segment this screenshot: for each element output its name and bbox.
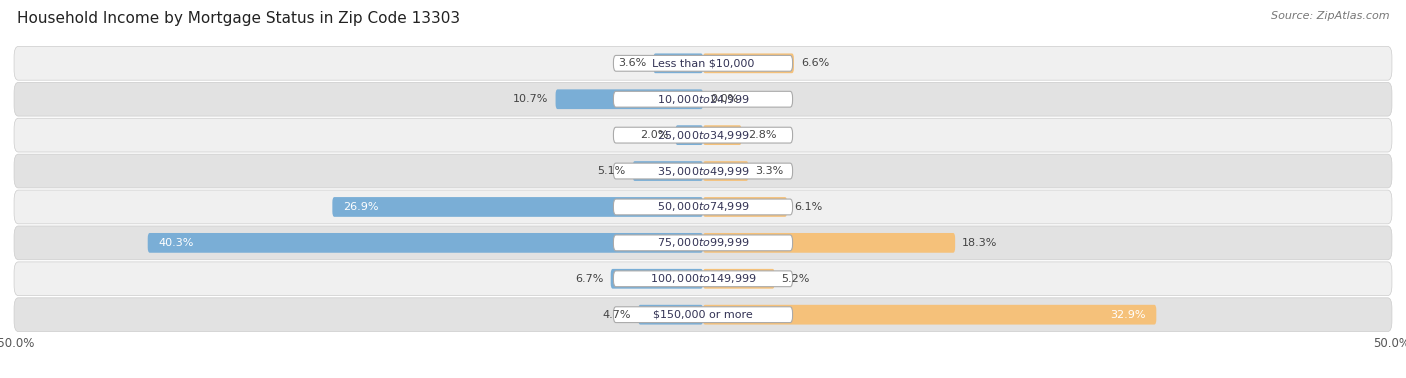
FancyBboxPatch shape [14,298,1392,332]
Text: 18.3%: 18.3% [962,238,997,248]
FancyBboxPatch shape [613,56,793,71]
Text: Household Income by Mortgage Status in Zip Code 13303: Household Income by Mortgage Status in Z… [17,11,460,26]
Text: 6.6%: 6.6% [801,58,830,68]
FancyBboxPatch shape [675,125,703,145]
FancyBboxPatch shape [555,89,703,109]
FancyBboxPatch shape [703,233,955,253]
FancyBboxPatch shape [638,305,703,325]
FancyBboxPatch shape [613,199,793,215]
FancyBboxPatch shape [613,307,793,322]
FancyBboxPatch shape [14,154,1392,188]
Text: $150,000 or more: $150,000 or more [654,310,752,320]
Text: Less than $10,000: Less than $10,000 [652,58,754,68]
FancyBboxPatch shape [14,82,1392,116]
FancyBboxPatch shape [654,53,703,73]
Text: 3.3%: 3.3% [755,166,783,176]
FancyBboxPatch shape [613,271,793,287]
FancyBboxPatch shape [610,269,703,289]
FancyBboxPatch shape [633,161,703,181]
FancyBboxPatch shape [703,269,775,289]
FancyBboxPatch shape [703,125,741,145]
FancyBboxPatch shape [613,163,793,179]
Text: $35,000 to $49,999: $35,000 to $49,999 [657,164,749,178]
Text: Source: ZipAtlas.com: Source: ZipAtlas.com [1271,11,1389,21]
Text: 32.9%: 32.9% [1109,310,1146,320]
Text: $100,000 to $149,999: $100,000 to $149,999 [650,272,756,285]
Text: 4.7%: 4.7% [603,310,631,320]
Text: 2.8%: 2.8% [748,130,778,140]
Text: 5.1%: 5.1% [598,166,626,176]
Text: $50,000 to $74,999: $50,000 to $74,999 [657,200,749,214]
FancyBboxPatch shape [703,305,1156,325]
FancyBboxPatch shape [703,161,748,181]
FancyBboxPatch shape [14,226,1392,260]
FancyBboxPatch shape [14,190,1392,224]
FancyBboxPatch shape [148,233,703,253]
Text: 6.1%: 6.1% [794,202,823,212]
Text: 3.6%: 3.6% [619,58,647,68]
Text: 26.9%: 26.9% [343,202,378,212]
FancyBboxPatch shape [332,197,703,217]
Text: $10,000 to $24,999: $10,000 to $24,999 [657,93,749,106]
FancyBboxPatch shape [703,197,787,217]
FancyBboxPatch shape [14,262,1392,296]
FancyBboxPatch shape [613,91,793,107]
Text: $75,000 to $99,999: $75,000 to $99,999 [657,236,749,249]
FancyBboxPatch shape [14,118,1392,152]
FancyBboxPatch shape [703,53,794,73]
Text: 5.2%: 5.2% [782,274,810,284]
Text: 6.7%: 6.7% [575,274,603,284]
FancyBboxPatch shape [14,46,1392,80]
Text: 10.7%: 10.7% [513,94,548,104]
FancyBboxPatch shape [613,127,793,143]
Text: $25,000 to $34,999: $25,000 to $34,999 [657,129,749,142]
Text: 40.3%: 40.3% [159,238,194,248]
FancyBboxPatch shape [613,235,793,251]
Text: 0.0%: 0.0% [710,94,738,104]
Text: 2.0%: 2.0% [640,130,669,140]
